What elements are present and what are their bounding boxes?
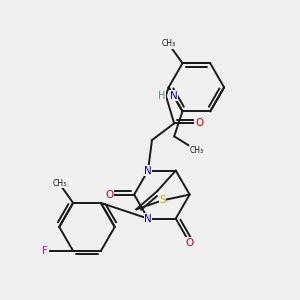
Text: O: O bbox=[195, 118, 203, 128]
Text: N: N bbox=[144, 214, 152, 224]
Text: CH₃: CH₃ bbox=[162, 39, 176, 48]
Text: S: S bbox=[159, 195, 166, 206]
Text: CH₃: CH₃ bbox=[52, 179, 66, 188]
Text: H: H bbox=[158, 91, 166, 101]
Text: O: O bbox=[185, 238, 194, 248]
Text: O: O bbox=[105, 190, 113, 200]
Text: F: F bbox=[42, 246, 48, 256]
Text: CH₃: CH₃ bbox=[189, 146, 203, 155]
Text: N: N bbox=[170, 91, 178, 101]
Text: N: N bbox=[144, 166, 152, 176]
